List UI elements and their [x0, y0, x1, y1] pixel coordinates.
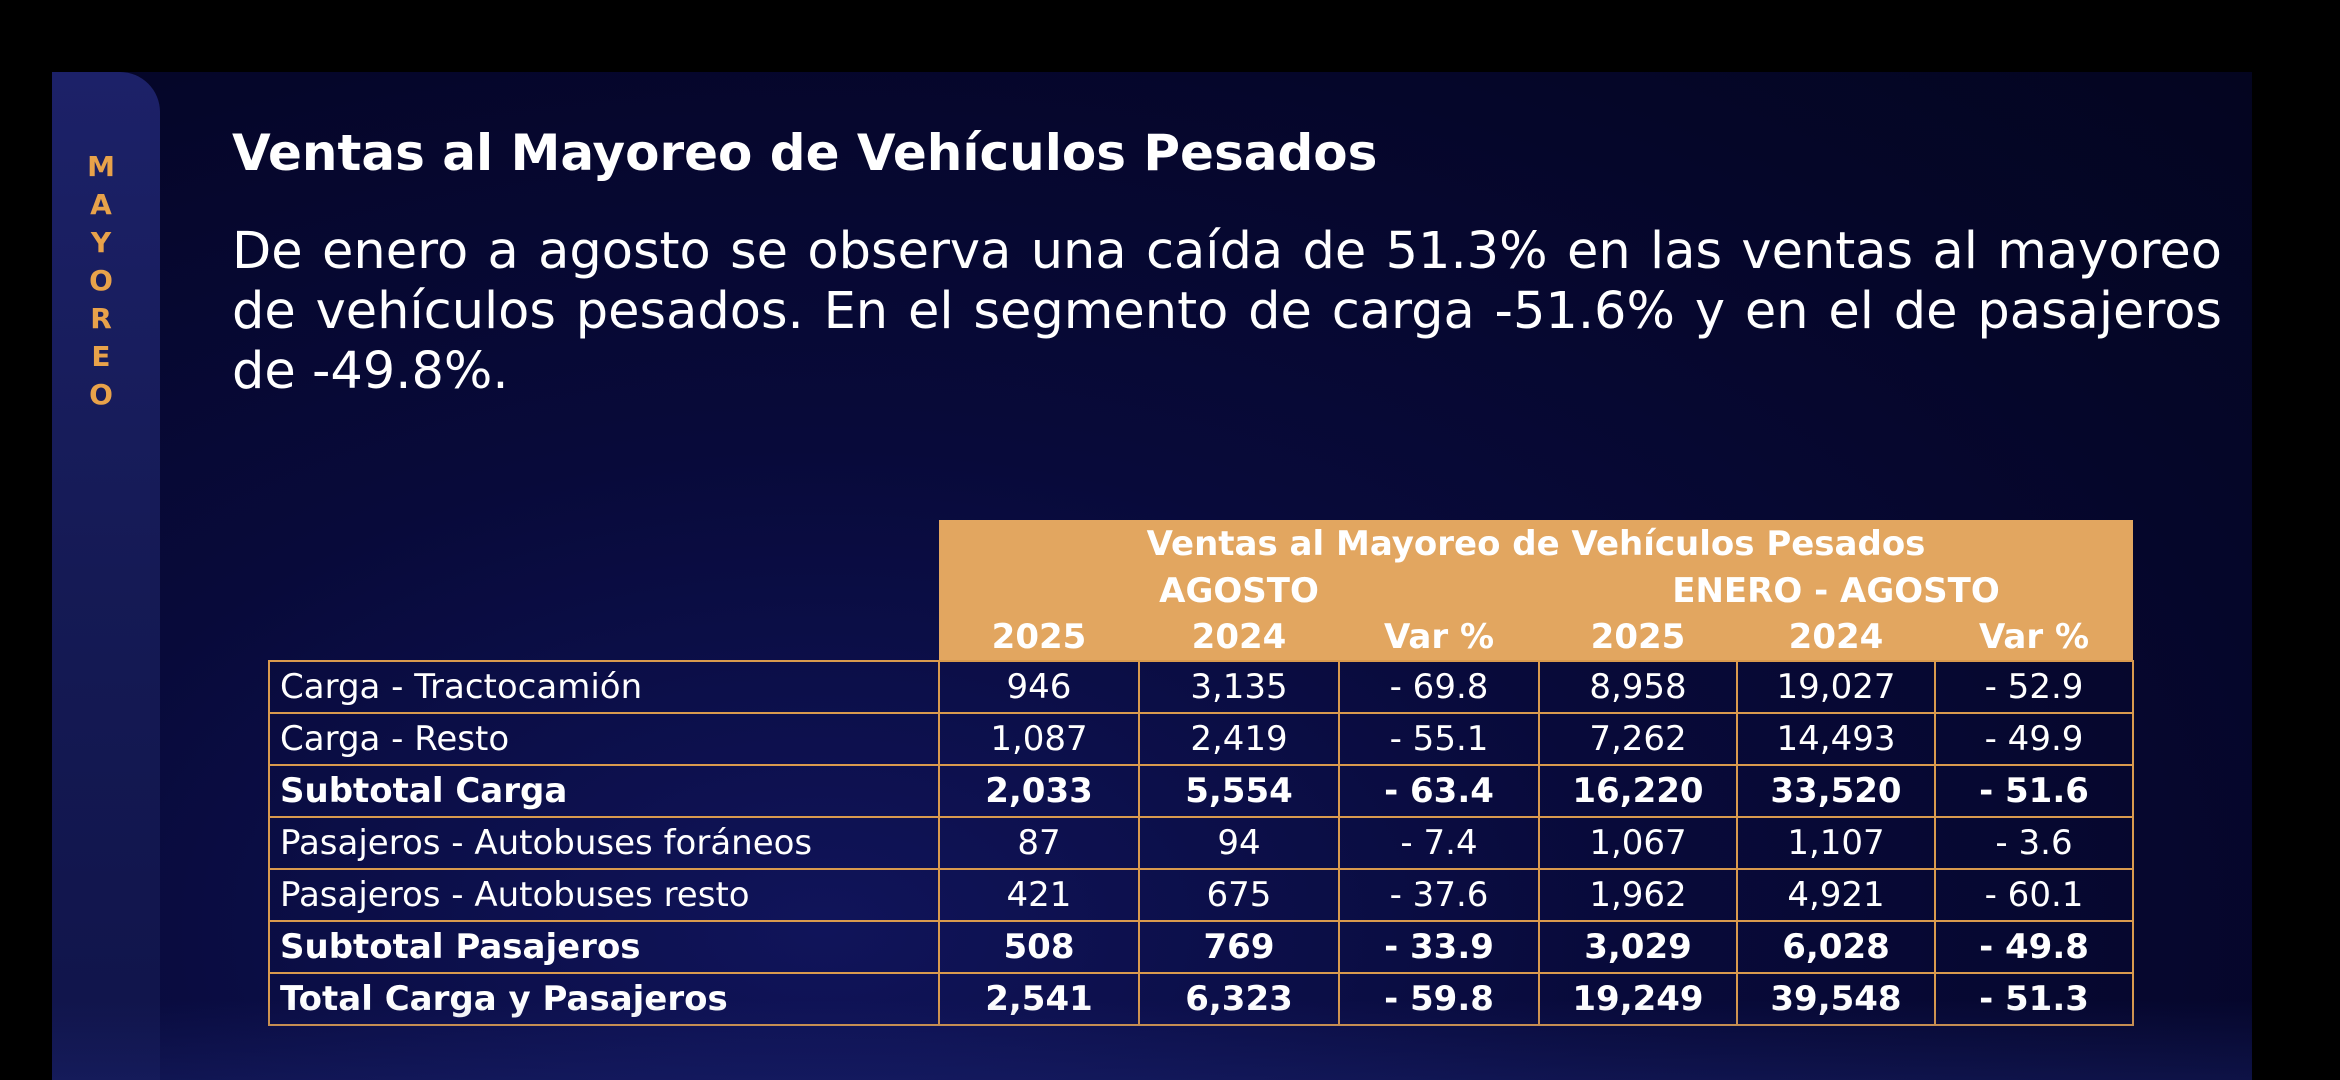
total-row: Total Carga y Pasajeros 2,541 6,323 - 59… — [268, 972, 2134, 1026]
table-cell: 421 — [938, 868, 1140, 922]
table-cell: 14,493 — [1736, 712, 1936, 766]
table-cell: - 37.6 — [1338, 868, 1540, 922]
table-cell: 7,262 — [1538, 712, 1738, 766]
side-band: M A Y O R E O — [52, 72, 160, 1080]
table-row: Carga - Resto 1,087 2,419 - 55.1 7,262 1… — [268, 712, 2134, 766]
row-label: Pasajeros - Autobuses resto — [268, 868, 940, 922]
table-cell: 5,554 — [1138, 764, 1340, 818]
vertical-label: M A Y O R E O — [52, 148, 152, 414]
table-cell: - 51.6 — [1934, 764, 2134, 818]
vertical-letter: R — [90, 302, 114, 335]
table-cell: 675 — [1138, 868, 1340, 922]
table-cell: 94 — [1138, 816, 1340, 870]
column-header: 2024 — [1139, 614, 1339, 661]
table-cell: 19,027 — [1736, 660, 1936, 714]
group-header-agosto: AGOSTO — [939, 568, 1539, 614]
description-text: De enero a agosto se observa una caída d… — [232, 222, 2222, 401]
table-cell: - 60.1 — [1934, 868, 2134, 922]
table-cell: - 49.8 — [1934, 920, 2134, 974]
vertical-letter: M — [87, 150, 117, 183]
table-cell: 6,323 — [1138, 972, 1340, 1026]
column-header: Var % — [1935, 614, 2133, 661]
table-cell: 769 — [1138, 920, 1340, 974]
table-cell: 16,220 — [1538, 764, 1738, 818]
table-cell: 8,958 — [1538, 660, 1738, 714]
row-label: Pasajeros - Autobuses foráneos — [268, 816, 940, 870]
header-blank — [269, 520, 939, 568]
table-row: Pasajeros - Autobuses resto 421 675 - 37… — [268, 868, 2134, 922]
group-header-enero-agosto: ENERO - AGOSTO — [1539, 568, 2133, 614]
column-header: 2025 — [939, 614, 1139, 661]
table-cell: 1,962 — [1538, 868, 1738, 922]
header-blank — [269, 568, 939, 614]
table-cell: 3,029 — [1538, 920, 1738, 974]
column-header: 2025 — [1539, 614, 1737, 661]
table-cell: 508 — [938, 920, 1140, 974]
subtotal-row: Subtotal Pasajeros 508 769 - 33.9 3,029 … — [268, 920, 2134, 974]
table-cell: 3,135 — [1138, 660, 1340, 714]
table-cell: - 63.4 — [1338, 764, 1540, 818]
header-blank — [269, 614, 939, 661]
table-row: Carga - Tractocamión 946 3,135 - 69.8 8,… — [268, 660, 2134, 714]
table-cell: 1,107 — [1736, 816, 1936, 870]
vertical-letter: A — [90, 188, 114, 221]
table-cell: 4,921 — [1736, 868, 1936, 922]
table-cell: 1,067 — [1538, 816, 1738, 870]
table-cell: 1,087 — [938, 712, 1140, 766]
page-title: Ventas al Mayoreo de Vehículos Pesados — [232, 124, 1378, 182]
table-cell: - 7.4 — [1338, 816, 1540, 870]
vertical-letter: Y — [90, 226, 114, 259]
table-cell: 39,548 — [1736, 972, 1936, 1026]
row-label: Total Carga y Pasajeros — [268, 972, 940, 1026]
slide: M A Y O R E O Ventas al Mayoreo de Vehíc… — [52, 72, 2252, 1080]
table-cell: 87 — [938, 816, 1140, 870]
table-cell: - 33.9 — [1338, 920, 1540, 974]
table-cell: - 59.8 — [1338, 972, 1540, 1026]
table-cell: 2,541 — [938, 972, 1140, 1026]
column-header: 2024 — [1737, 614, 1935, 661]
table-cell: 2,033 — [938, 764, 1140, 818]
table-cell: - 49.9 — [1934, 712, 2134, 766]
table-cell: 946 — [938, 660, 1140, 714]
subtotal-row: Subtotal Carga 2,033 5,554 - 63.4 16,220… — [268, 764, 2134, 818]
table-cell: 33,520 — [1736, 764, 1936, 818]
table-cell: 19,249 — [1538, 972, 1738, 1026]
row-label: Carga - Tractocamión — [268, 660, 940, 714]
table-cell: - 55.1 — [1338, 712, 1540, 766]
vertical-letter: O — [89, 378, 115, 411]
table-cell: - 51.3 — [1934, 972, 2134, 1026]
row-label: Subtotal Pasajeros — [268, 920, 940, 974]
table-cell: - 52.9 — [1934, 660, 2134, 714]
vertical-letter: E — [91, 340, 113, 373]
table-cell: 2,419 — [1138, 712, 1340, 766]
row-label: Subtotal Carga — [268, 764, 940, 818]
sales-table: Ventas al Mayoreo de Vehículos Pesados A… — [268, 520, 2134, 1026]
row-label: Carga - Resto — [268, 712, 940, 766]
table-row: Pasajeros - Autobuses foráneos 87 94 - 7… — [268, 816, 2134, 870]
table-cell: - 69.8 — [1338, 660, 1540, 714]
table-cell: - 3.6 — [1934, 816, 2134, 870]
table-title: Ventas al Mayoreo de Vehículos Pesados — [939, 520, 2133, 568]
vertical-letter: O — [89, 264, 115, 297]
table-cell: 6,028 — [1736, 920, 1936, 974]
column-header: Var % — [1339, 614, 1539, 661]
